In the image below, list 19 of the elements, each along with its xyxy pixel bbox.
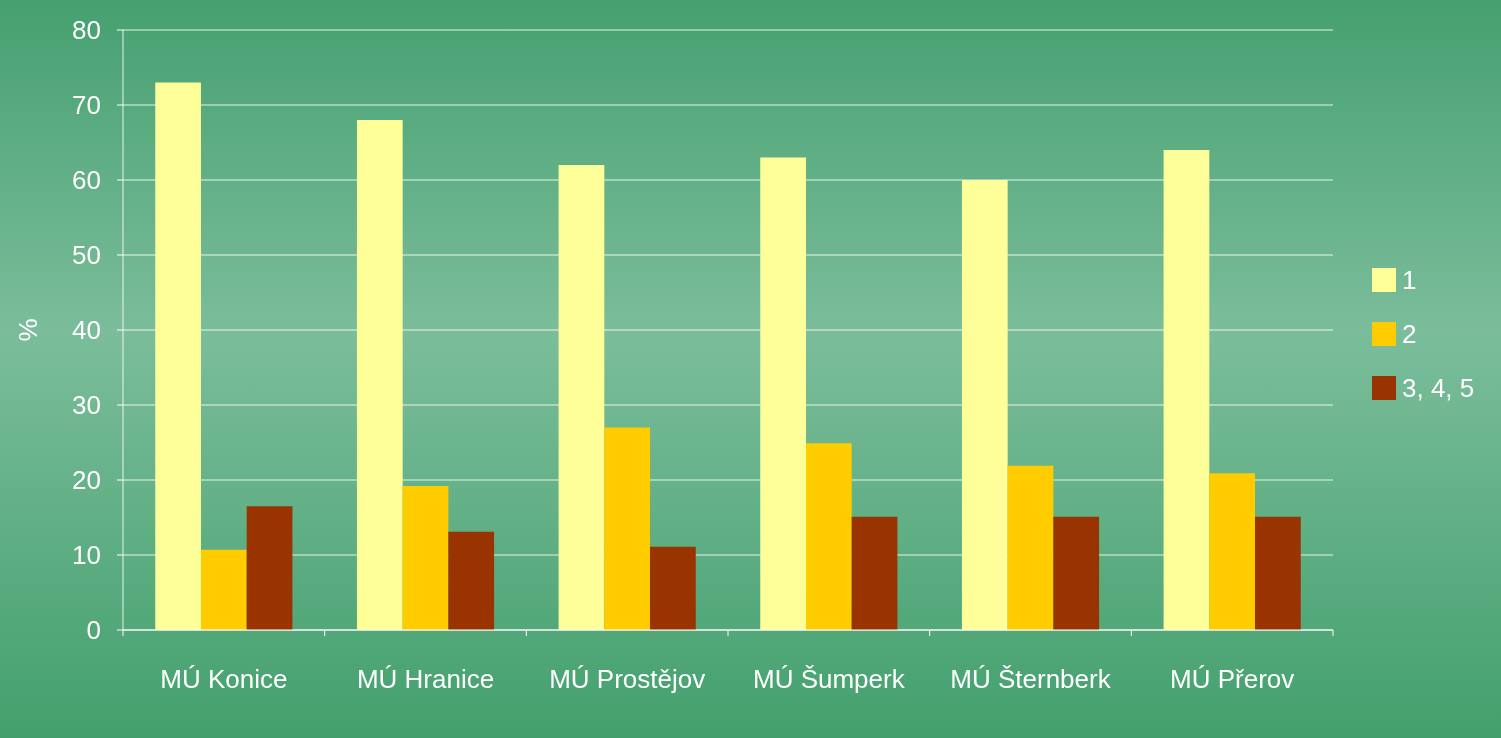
y-tick-label: 50 (72, 240, 101, 271)
y-tick-label: 10 (72, 540, 101, 571)
y-tick-label: 0 (86, 615, 101, 646)
y-tick-label: 80 (72, 15, 101, 46)
y-tick-label: 30 (72, 390, 101, 421)
legend-label: 1 (1402, 265, 1417, 296)
x-tick-label: MÚ Prostějov (549, 664, 706, 694)
x-tick-label: MÚ Hranice (356, 664, 495, 694)
y-tick-label: 20 (72, 465, 101, 496)
legend-label: 2 (1402, 319, 1417, 350)
y-tick-label: 70 (72, 90, 101, 121)
x-tick-label: MÚ Šternberk (950, 664, 1112, 694)
legend-label: 3, 4, 5 (1402, 373, 1475, 404)
y-axis-title: % (13, 318, 43, 342)
y-tick-label: 60 (72, 165, 101, 196)
x-tick-label: MÚ Přerov (1170, 664, 1295, 694)
x-tick-label: MÚ Konice (160, 664, 288, 694)
y-tick-label: 40 (72, 315, 101, 346)
x-tick-label: MÚ Šumperk (752, 664, 906, 694)
